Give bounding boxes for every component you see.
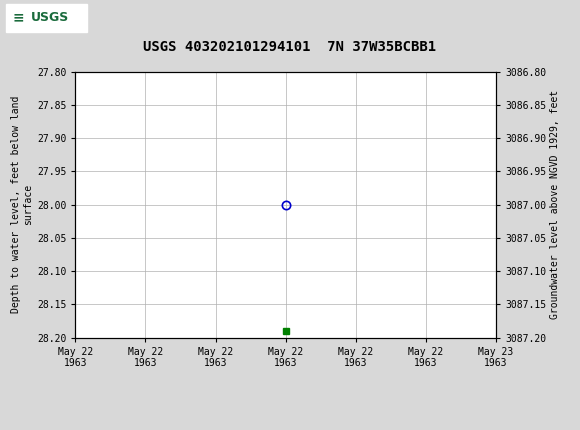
Text: ≡: ≡ xyxy=(12,10,24,25)
FancyBboxPatch shape xyxy=(6,3,87,31)
Text: USGS 403202101294101  7N 37W35BCBB1: USGS 403202101294101 7N 37W35BCBB1 xyxy=(143,40,437,54)
Text: USGS: USGS xyxy=(31,11,70,24)
Y-axis label: Depth to water level, feet below land
surface: Depth to water level, feet below land su… xyxy=(11,96,33,313)
Y-axis label: Groundwater level above NGVD 1929, feet: Groundwater level above NGVD 1929, feet xyxy=(550,90,560,319)
